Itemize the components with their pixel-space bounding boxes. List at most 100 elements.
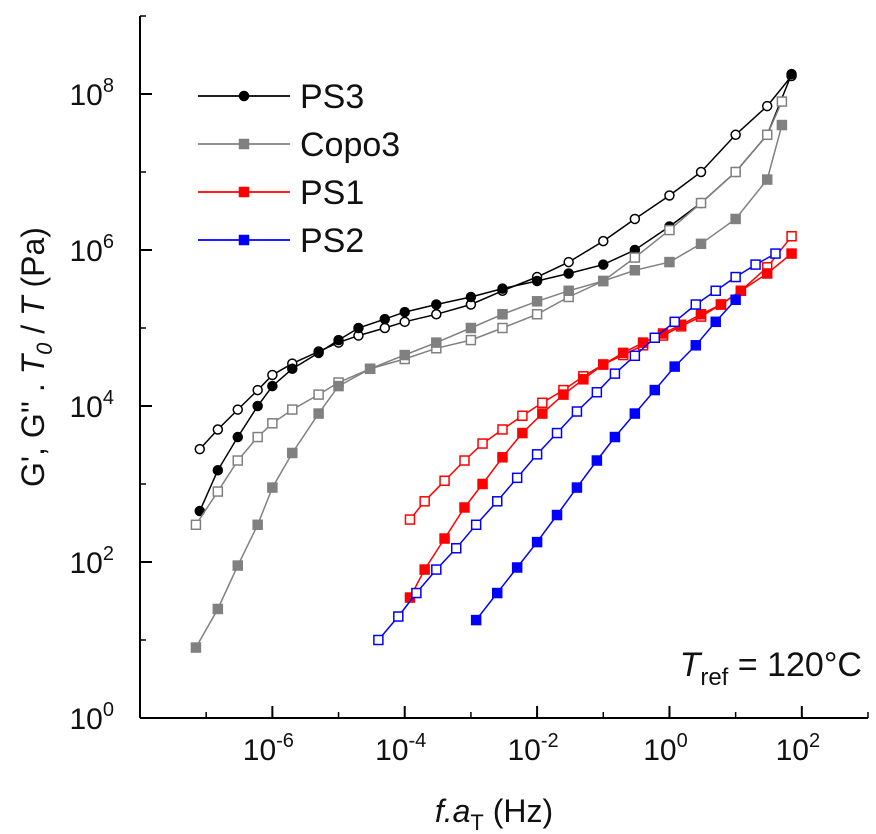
data-point bbox=[439, 475, 450, 487]
data-point bbox=[664, 224, 675, 236]
data-point bbox=[450, 543, 462, 554]
x-tick-label: 10-4 bbox=[375, 730, 426, 767]
y-tick-label: 100 bbox=[70, 699, 115, 736]
data-point bbox=[419, 496, 430, 507]
data-point bbox=[252, 400, 263, 412]
data-point bbox=[598, 359, 609, 370]
data-point bbox=[730, 294, 741, 306]
data-point bbox=[571, 482, 583, 493]
data-point bbox=[695, 166, 707, 178]
data-point bbox=[637, 337, 649, 348]
legend-label: Copo3 bbox=[300, 126, 400, 164]
series-ps1-filled bbox=[404, 248, 797, 603]
legend-entry-ps2: PS2 bbox=[198, 222, 364, 260]
data-point bbox=[649, 384, 661, 396]
x-axis-title: f.aT (Hz) bbox=[435, 793, 553, 834]
data-point bbox=[710, 285, 721, 297]
data-point bbox=[497, 322, 508, 334]
data-point bbox=[333, 380, 344, 392]
data-point bbox=[690, 340, 702, 351]
data-point bbox=[715, 299, 727, 310]
series-ps2-filled bbox=[470, 294, 741, 626]
data-point bbox=[591, 387, 603, 398]
data-point bbox=[313, 408, 324, 419]
legend-label: PS1 bbox=[300, 174, 364, 212]
data-point bbox=[786, 68, 797, 80]
data-point bbox=[373, 634, 384, 646]
legend-entry-copo3: Copo3 bbox=[198, 126, 400, 164]
data-point bbox=[629, 265, 641, 276]
data-point bbox=[531, 309, 543, 320]
data-point bbox=[212, 603, 224, 615]
series-line-ps3-filled bbox=[199, 73, 793, 512]
data-point bbox=[497, 283, 508, 294]
data-point bbox=[761, 129, 773, 141]
plot-area bbox=[190, 68, 797, 653]
data-point bbox=[267, 482, 278, 493]
x-tick-label: 102 bbox=[776, 730, 821, 767]
x-tick-label: 10-2 bbox=[508, 730, 559, 767]
data-point bbox=[551, 509, 563, 521]
data-point bbox=[531, 449, 543, 460]
data-point bbox=[511, 562, 523, 573]
legend-marker bbox=[238, 138, 250, 150]
data-point bbox=[252, 519, 263, 531]
y-axis-title: G', G'' . T0 / T (Pa) bbox=[15, 227, 57, 487]
axes bbox=[139, 15, 869, 719]
data-point bbox=[617, 347, 629, 359]
data-point bbox=[212, 486, 224, 497]
data-point bbox=[431, 564, 442, 575]
legend-entry-ps1: PS1 bbox=[198, 174, 364, 212]
data-point bbox=[399, 349, 410, 361]
data-point bbox=[252, 431, 263, 443]
data-point bbox=[551, 427, 563, 439]
data-point bbox=[563, 268, 574, 279]
data-point bbox=[669, 361, 680, 372]
data-point bbox=[695, 309, 707, 320]
data-point bbox=[497, 309, 508, 320]
data-point bbox=[267, 418, 278, 429]
data-point bbox=[465, 291, 477, 303]
data-point bbox=[669, 316, 680, 328]
y-tick-label: 106 bbox=[70, 231, 115, 268]
data-point bbox=[431, 309, 442, 320]
data-point bbox=[786, 248, 797, 259]
data-point bbox=[497, 424, 508, 435]
legend-entry-ps3: PS3 bbox=[198, 78, 364, 116]
data-point bbox=[313, 347, 324, 359]
x-tick-label: 100 bbox=[643, 730, 688, 767]
data-point bbox=[399, 306, 410, 318]
data-point bbox=[431, 337, 442, 348]
data-point bbox=[465, 334, 477, 346]
data-point bbox=[477, 478, 488, 490]
data-point bbox=[571, 406, 583, 417]
data-point bbox=[776, 119, 788, 131]
data-point bbox=[477, 438, 488, 449]
data-point bbox=[497, 452, 508, 463]
data-point bbox=[431, 299, 442, 310]
data-point bbox=[776, 96, 788, 107]
data-point bbox=[267, 380, 278, 392]
data-point bbox=[598, 235, 609, 247]
y-tick-label: 108 bbox=[70, 75, 115, 112]
series-line-ps3-open bbox=[199, 75, 793, 450]
data-point bbox=[690, 299, 702, 310]
data-point bbox=[404, 514, 416, 525]
data-point bbox=[761, 268, 773, 279]
data-point bbox=[379, 313, 391, 325]
data-point bbox=[232, 455, 244, 466]
data-point bbox=[190, 519, 202, 531]
data-point bbox=[761, 174, 773, 185]
data-point bbox=[531, 296, 543, 307]
data-point bbox=[287, 447, 298, 459]
data-point bbox=[598, 275, 609, 287]
data-point bbox=[399, 316, 410, 328]
data-point bbox=[439, 533, 450, 544]
y-tick-label: 102 bbox=[70, 543, 115, 580]
series-ps3-filled bbox=[194, 68, 797, 517]
data-point bbox=[517, 410, 528, 421]
data-point bbox=[735, 285, 747, 297]
data-point bbox=[190, 642, 202, 653]
data-point bbox=[730, 166, 741, 178]
